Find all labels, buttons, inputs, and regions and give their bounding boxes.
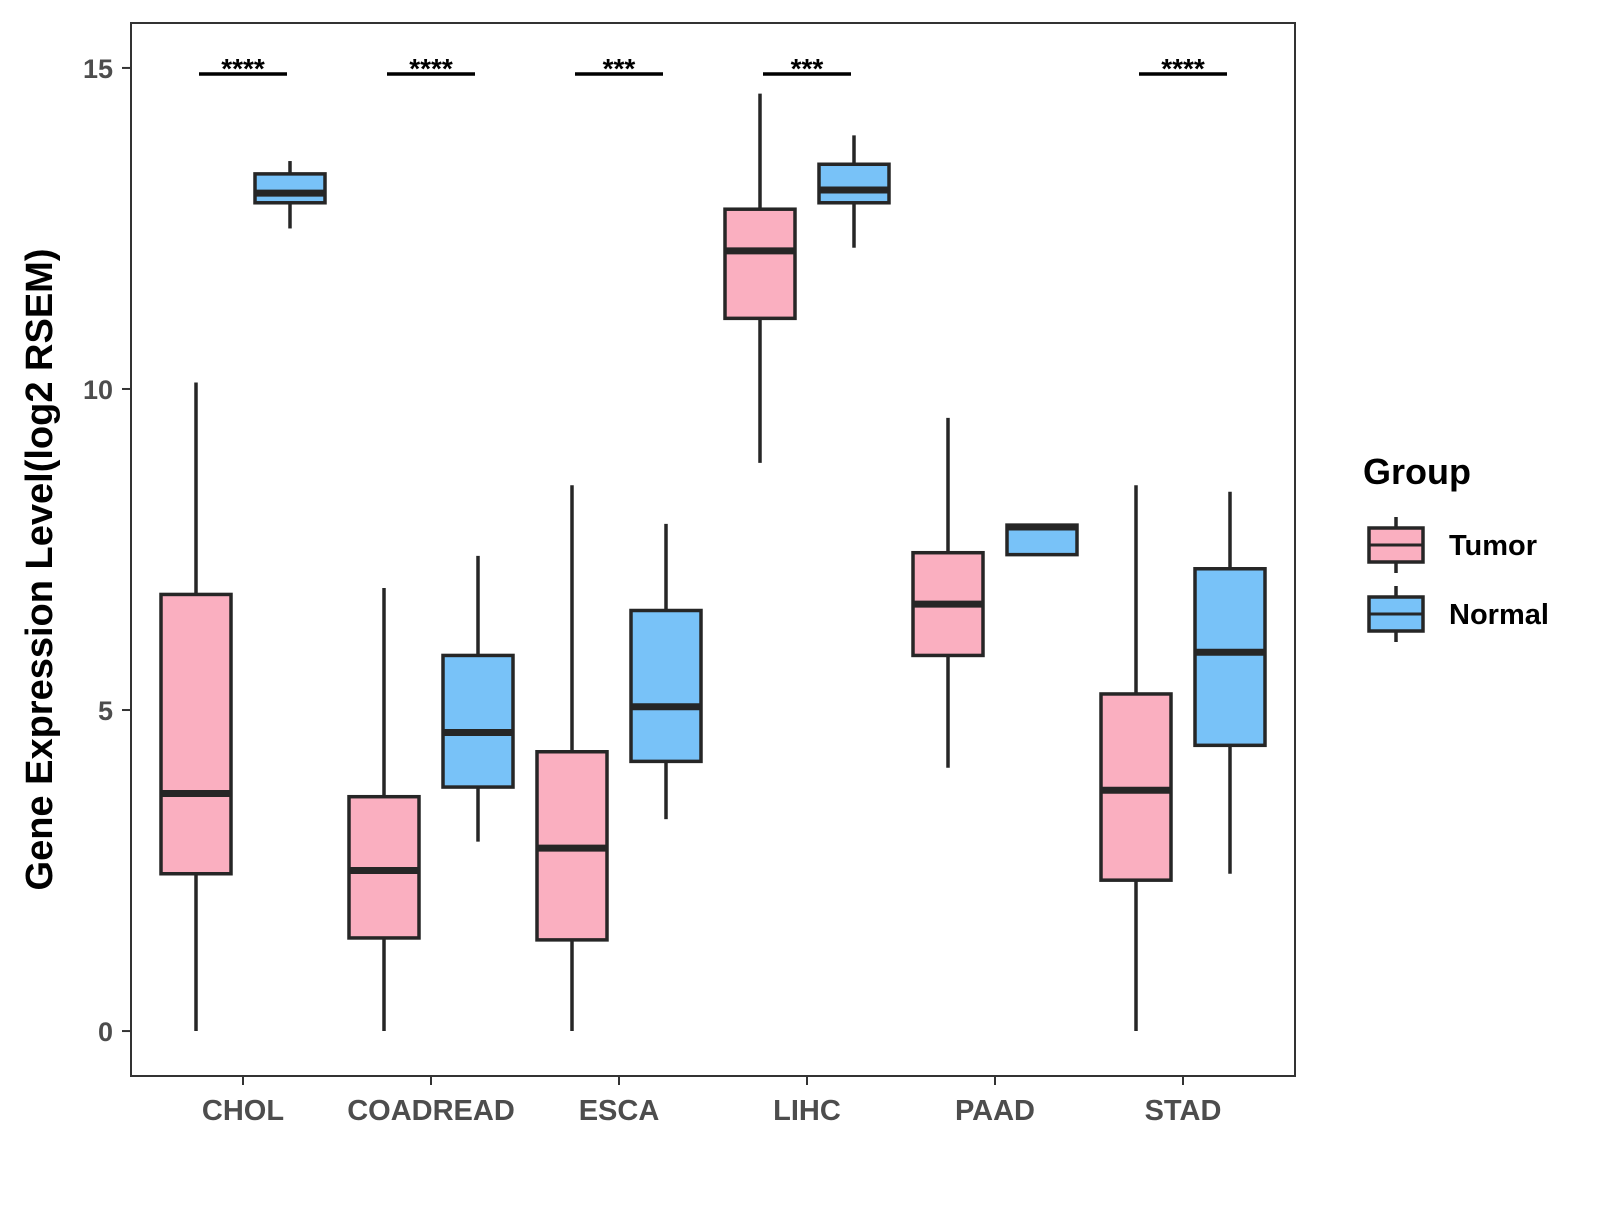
significance-label: ***	[791, 53, 824, 84]
normal-box	[441, 653, 515, 789]
y-axis-title: Gene Expression Level(log2 RSEM)	[19, 249, 61, 891]
significance-label: ****	[409, 53, 453, 84]
significance-label: ****	[221, 53, 265, 84]
y-tick-label: 0	[98, 1017, 113, 1047]
tumor-box	[159, 592, 233, 876]
significance-label: ***	[603, 53, 636, 84]
y-tick-label: 15	[83, 54, 113, 84]
plot-panel-border	[130, 22, 1296, 1077]
x-tick-label: PAAD	[955, 1095, 1035, 1127]
significance-label: ****	[1161, 53, 1205, 84]
normal-box	[253, 172, 327, 205]
x-tick-label: ESCA	[579, 1095, 660, 1127]
x-tick-label: STAD	[1145, 1095, 1222, 1127]
legend-title: Group	[1363, 451, 1471, 492]
legend-label-tumor: Tumor	[1449, 530, 1537, 562]
normal-box	[817, 162, 891, 205]
legend-label-normal: Normal	[1449, 599, 1549, 631]
normal-box	[1193, 567, 1267, 748]
y-tick-label: 5	[98, 696, 113, 726]
x-tick-label: CHOL	[202, 1095, 284, 1127]
normal-box	[629, 608, 703, 764]
x-tick-label: COADREAD	[347, 1095, 515, 1127]
x-tick-label: LIHC	[773, 1095, 841, 1127]
y-tick-label: 10	[83, 375, 113, 405]
tumor-box	[723, 207, 797, 321]
